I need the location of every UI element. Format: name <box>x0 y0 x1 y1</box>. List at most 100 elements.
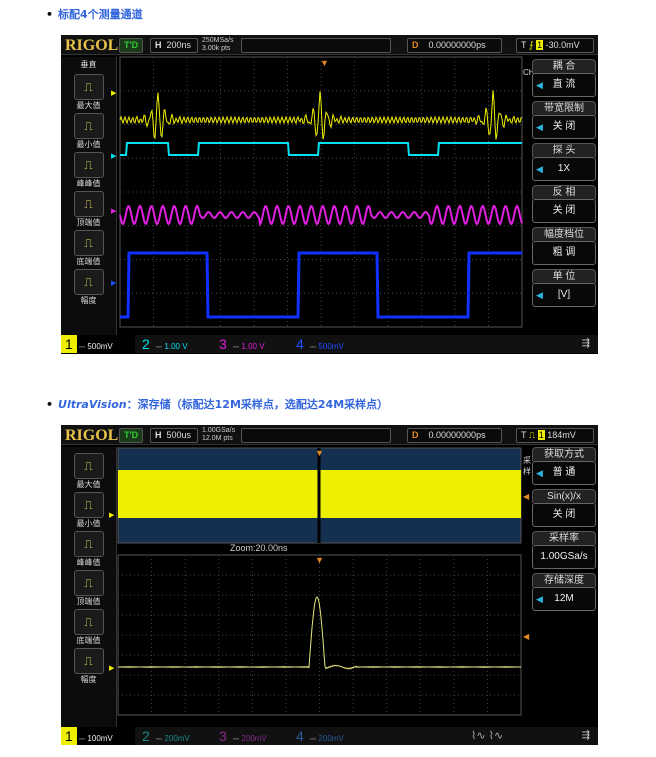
measure-button[interactable]: ⎍ <box>73 609 104 635</box>
channel-bar: 1 ⎓ 100mV 2 ⎓ 200mV 3 ⎓ 200mV 4 ⎓ 200mV ⌇∿ ⌇∿ ⇶ <box>61 727 598 745</box>
side-label: 采 样 <box>523 456 531 476</box>
menu-header: 带宽限制 <box>532 101 596 115</box>
menu-value-button[interactable]: ◀ 关 闭 <box>532 115 596 139</box>
section-heading-measure[interactable]: • 标配4个测量通道 <box>46 8 143 21</box>
channel-number: 2 <box>142 336 150 352</box>
trigger-level-marker: ◀ <box>523 632 530 641</box>
h-label: H <box>155 40 162 50</box>
delay-value: 0.00000000ps <box>428 40 486 50</box>
menu-value-button[interactable]: 粗 调 <box>532 241 596 265</box>
memory-points: 12.0M pts <box>202 435 233 442</box>
overview-window <box>117 447 522 544</box>
menu-header: 探 头 <box>532 143 596 157</box>
arrow-left-icon: ◀ <box>536 290 543 300</box>
menu-value: [V] <box>557 289 571 300</box>
trigger-position-icon: ▼ <box>315 555 324 565</box>
measure-button[interactable]: ⎍ <box>73 269 104 295</box>
measure-label: 幅度 <box>80 296 97 305</box>
trigger-level-marker: ◀ <box>523 492 530 501</box>
measure-button[interactable]: ⎍ <box>73 74 104 100</box>
measure-button[interactable]: ⎍ <box>73 230 104 256</box>
trigger-box[interactable]: T ⨍ 1 -30.0mV <box>516 38 594 53</box>
run-state[interactable]: T'D <box>119 428 144 443</box>
channel-1-button[interactable]: 1 ⎓ 500mV <box>61 335 135 353</box>
run-state[interactable]: T'D <box>119 38 144 53</box>
menu-value-button[interactable]: 关 闭 <box>532 199 596 223</box>
measure-pulse-icon: ⎍ <box>84 275 93 289</box>
measure-button[interactable]: ⎍ <box>73 531 104 557</box>
side-menu: 获取方式 ◀ 普 通 Sin(x)/x 关 闭采样率 1.00GSa/s 存储深度 ◀ 12M <box>532 447 596 615</box>
menu-value-button[interactable]: ◀ 直 流 <box>532 73 596 97</box>
delay-value: 0.00000000ps <box>428 430 486 440</box>
rigol-logo: RIGOL <box>65 427 119 444</box>
menu-header: 耦 合 <box>532 59 596 73</box>
heading-text: ：深存储（标配达12M采样点，选配达24M采样点） <box>126 398 389 411</box>
channel-1-waveform <box>117 596 522 670</box>
waveform-display: Zoom:20.00ns▼▼▶▶◀◀ <box>109 447 530 716</box>
measure-pulse-icon: ⎍ <box>84 537 93 551</box>
measure-button[interactable]: ⎍ <box>73 648 104 674</box>
channel-number: 3 <box>219 728 227 744</box>
channel-scale: 200mV <box>164 734 190 743</box>
channel-number: 4 <box>296 728 304 744</box>
d-label: D <box>412 430 419 440</box>
rigol-logo: RIGOL <box>65 37 119 54</box>
menu-value: 关 闭 <box>552 121 576 132</box>
measure-button[interactable]: ⎍ <box>73 492 104 518</box>
channel-scale: 500mV <box>318 342 344 351</box>
channel-3-button[interactable]: 3 ⎓ 200mV <box>219 728 267 744</box>
overview-waveform <box>118 470 521 518</box>
delay-box[interactable]: D 0.00000000ps <box>407 38 502 53</box>
measure-button[interactable]: ⎍ <box>73 570 104 596</box>
menu-value-button[interactable]: ◀ [V] <box>532 283 596 307</box>
oscilloscope-screen-2: RIGOL T'D H 500us 1.00GSa/s 12.0M pts D 0… <box>61 425 598 745</box>
measure-button[interactable]: ⎍ <box>73 191 104 217</box>
channel-number: 1 <box>65 728 73 744</box>
menu-value: 12M <box>554 593 574 604</box>
delay-box[interactable]: D 0.00000000ps <box>407 428 502 443</box>
measure-button[interactable]: ⎍ <box>73 113 104 139</box>
measure-panel: ⎍ 最大值 ⎍ 最小值 ⎍ 峰峰值 ⎍ 顶端值 ⎍ 底端值 ⎍ 幅度 <box>61 447 117 730</box>
measure-pulse-icon: ⎍ <box>84 498 93 512</box>
sample-rate: 250MSa/s <box>202 37 234 44</box>
channel-4-button[interactable]: 4 ⎓ 500mV <box>296 336 344 352</box>
waveform-overview-bar[interactable] <box>241 38 391 53</box>
menu-header: 采样率 <box>532 531 596 545</box>
menu-value: 1.00GSa/s <box>540 551 588 562</box>
measure-pulse-icon: ⎍ <box>84 654 93 668</box>
menu-value-button[interactable]: ◀ 1X <box>532 157 596 181</box>
menu-value-button[interactable]: ◀ 12M <box>532 587 596 611</box>
waveform-overview-bar[interactable] <box>241 428 391 443</box>
channel-4-button[interactable]: 4 ⎓ 200mV <box>296 728 344 744</box>
channel-1-waveform <box>119 90 523 140</box>
section-heading-ultravision: • UltraVision：深存储（标配达12M采样点，选配达24M采样点） <box>46 398 389 411</box>
trigger-box[interactable]: T ⎍ 1 184mV <box>516 428 594 443</box>
measure-pulse-icon: ⎍ <box>84 158 93 172</box>
channel-2-button[interactable]: 2 ⎓ 200mV <box>142 728 190 744</box>
menu-header: 幅度档位 <box>532 227 596 241</box>
channel-scale: 200mV <box>318 734 344 743</box>
menu-value-button[interactable]: ◀ 普 通 <box>532 461 596 485</box>
channel-1-button[interactable]: 1 ⎓ 100mV <box>61 727 135 745</box>
measure-label: 最大值 <box>76 480 101 489</box>
channel-bar: 1 ⎓ 500mV 2 ⎓ 1.00 V 3 ⎓ 1.00 V 4 ⎓ 500mV ⇶ <box>61 335 598 353</box>
waveform-display: ▼▶▶▶▶ <box>111 56 523 328</box>
side-menu: 耦 合 ◀ 直 流带宽限制 ◀ 关 闭探 头 ◀ 1X 反 相关 闭幅度档位粗 调单 位 ◀ [V… <box>532 59 596 311</box>
timebase-box[interactable]: H 200ns <box>150 38 198 53</box>
timebase-box[interactable]: H 500us <box>150 428 198 443</box>
brand-text: UltraVision <box>58 398 127 411</box>
measure-button[interactable]: ⎍ <box>73 152 104 178</box>
channel-3-button[interactable]: 3 ⎓ 1.00 V <box>219 336 265 352</box>
menu-value-button[interactable]: 关 闭 <box>532 503 596 527</box>
trigger-position-icon: ▼ <box>315 448 324 458</box>
graticule <box>119 56 523 328</box>
menu-value: 1X <box>557 163 571 174</box>
math-waveform-icon[interactable]: ⌇∿ ⌇∿ <box>471 730 504 742</box>
menu-header: Sin(x)/x <box>532 489 596 503</box>
panel-header <box>61 447 116 451</box>
zoom-label: Zoom:20.00ns <box>230 543 288 553</box>
measure-button[interactable]: ⎍ <box>73 453 104 479</box>
measure-label: 底端值 <box>76 257 101 266</box>
channel-2-button[interactable]: 2 ⎓ 1.00 V <box>142 336 188 352</box>
menu-value-button[interactable]: 1.00GSa/s <box>532 545 596 569</box>
